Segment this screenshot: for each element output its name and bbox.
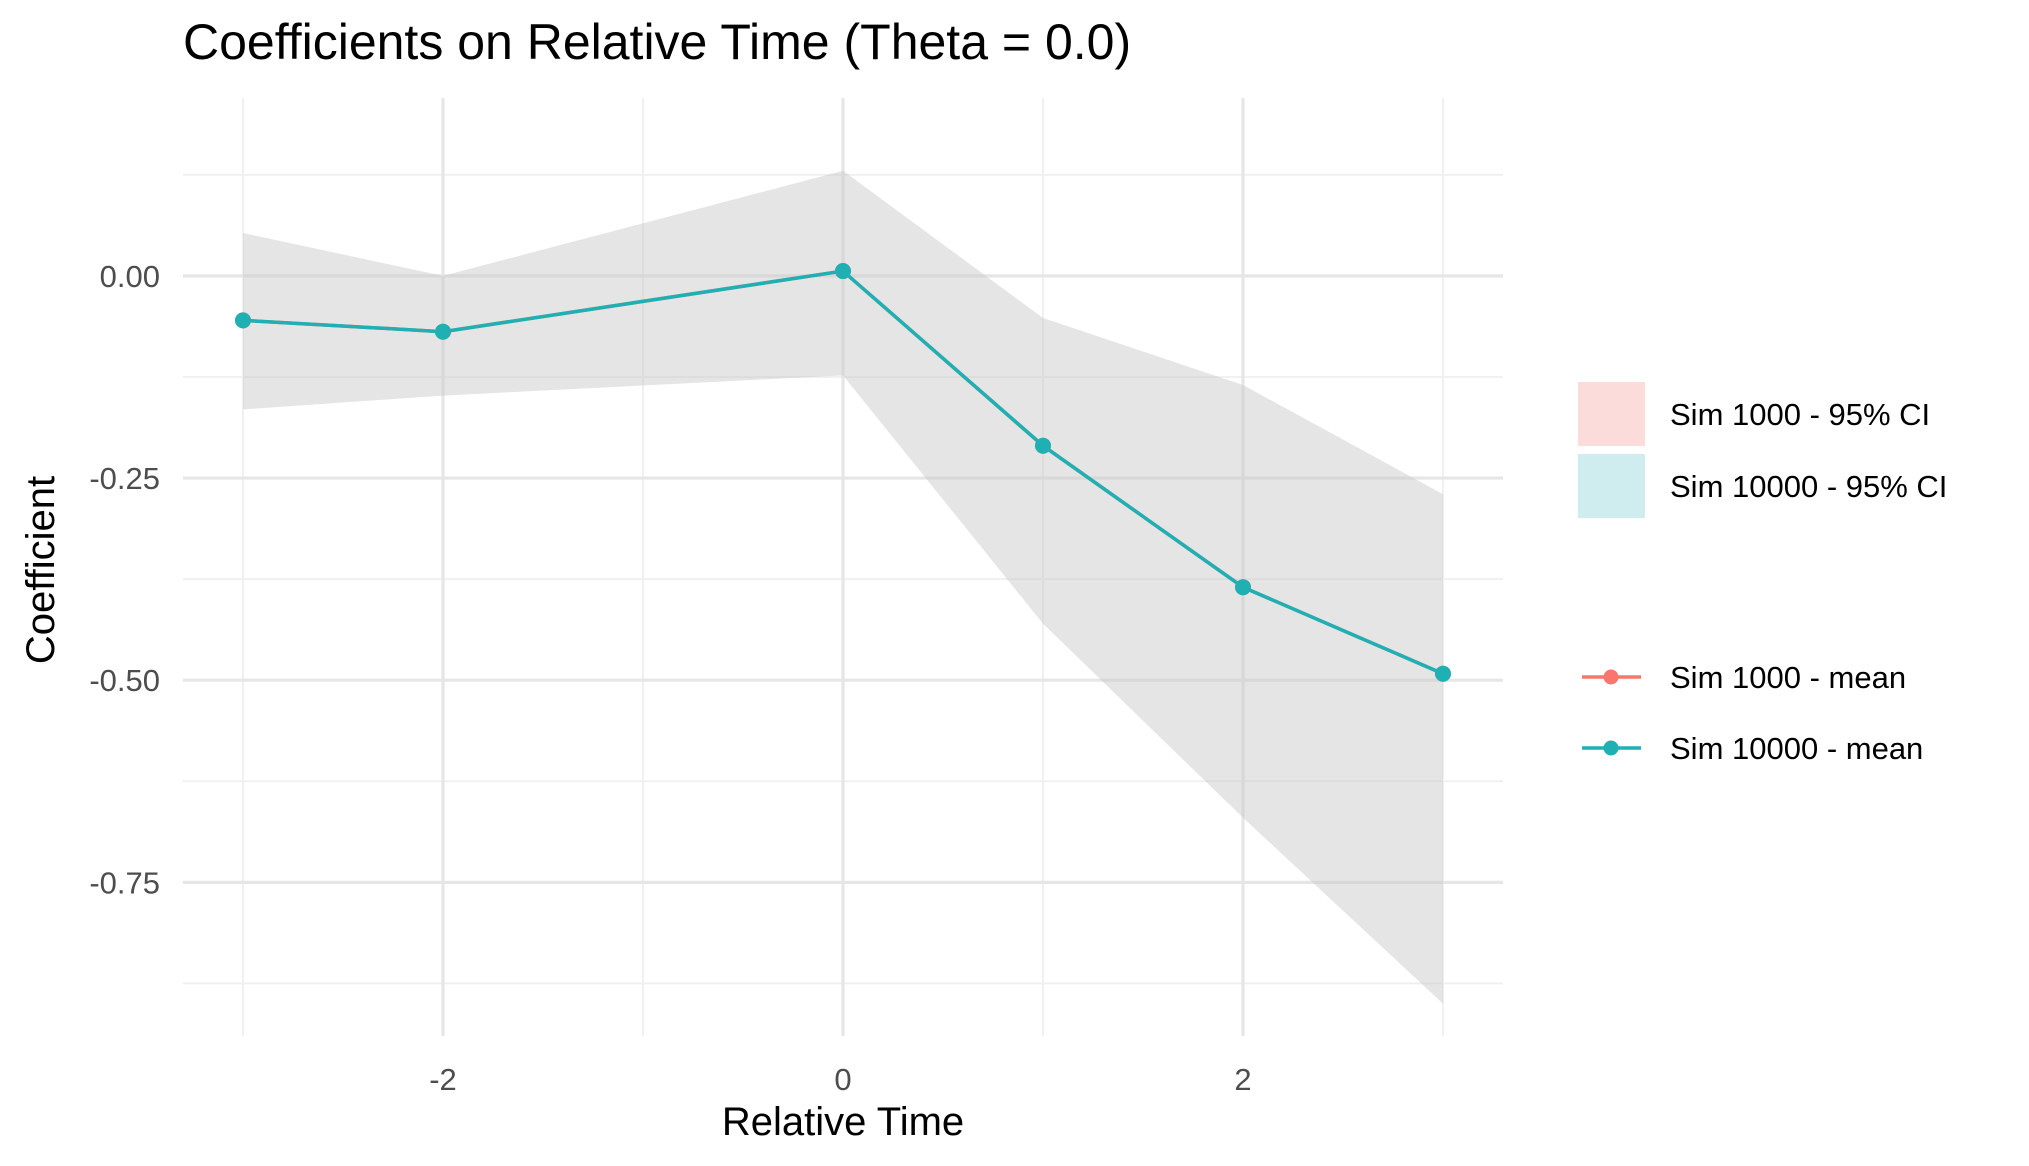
y-tick-label: 0.00 xyxy=(100,259,160,294)
legend: Sim 1000 - 95% CI Sim 10000 - 95% CI Sim… xyxy=(1578,382,1947,766)
legend-label-sim1000-ci: Sim 1000 - 95% CI xyxy=(1670,397,1930,432)
series-lines xyxy=(242,269,1444,676)
legend-key-sim1000-mean-point xyxy=(1603,669,1619,685)
x-axis-title: Relative Time xyxy=(722,1100,964,1144)
x-tick-label: 0 xyxy=(834,1062,851,1097)
x-tick-labels: -2 0 2 xyxy=(429,1062,1251,1097)
y-tick-label: -0.50 xyxy=(89,663,160,698)
series-line-sim10000 xyxy=(242,269,1444,676)
legend-key-sim10000-ci xyxy=(1578,454,1645,518)
x-tick-label: -2 xyxy=(429,1062,457,1097)
plot-area xyxy=(183,98,1503,1036)
legend-label-sim10000-ci: Sim 10000 - 95% CI xyxy=(1670,469,1947,504)
y-tick-label: -0.25 xyxy=(89,461,160,496)
data-point-sim10000 xyxy=(1235,579,1251,596)
legend-key-sim10000-mean-point xyxy=(1603,740,1619,756)
legend-label-sim10000-mean: Sim 10000 - mean xyxy=(1670,731,1923,766)
legend-key-sim1000-ci xyxy=(1578,382,1645,446)
ci-bands xyxy=(243,170,1443,1004)
legend-label-sim1000-mean: Sim 1000 - mean xyxy=(1670,660,1906,695)
data-point-sim10000 xyxy=(1035,437,1051,454)
chart-title: Coefficients on Relative Time (Theta = 0… xyxy=(183,14,1131,70)
y-tick-label: -0.75 xyxy=(89,865,160,900)
ci-band-sim1000 xyxy=(243,170,1443,1004)
y-axis-title: Coefficient xyxy=(19,476,63,664)
x-tick-label: 2 xyxy=(1234,1062,1251,1097)
data-point-sim10000 xyxy=(1435,665,1451,682)
series-points xyxy=(235,263,1451,682)
y-tick-labels: 0.00 -0.25 -0.50 -0.75 xyxy=(89,259,160,900)
data-point-sim10000 xyxy=(435,323,451,340)
data-point-sim10000 xyxy=(835,263,851,280)
ci-band-sim10000 xyxy=(243,170,1443,1004)
data-point-sim10000 xyxy=(235,312,251,329)
